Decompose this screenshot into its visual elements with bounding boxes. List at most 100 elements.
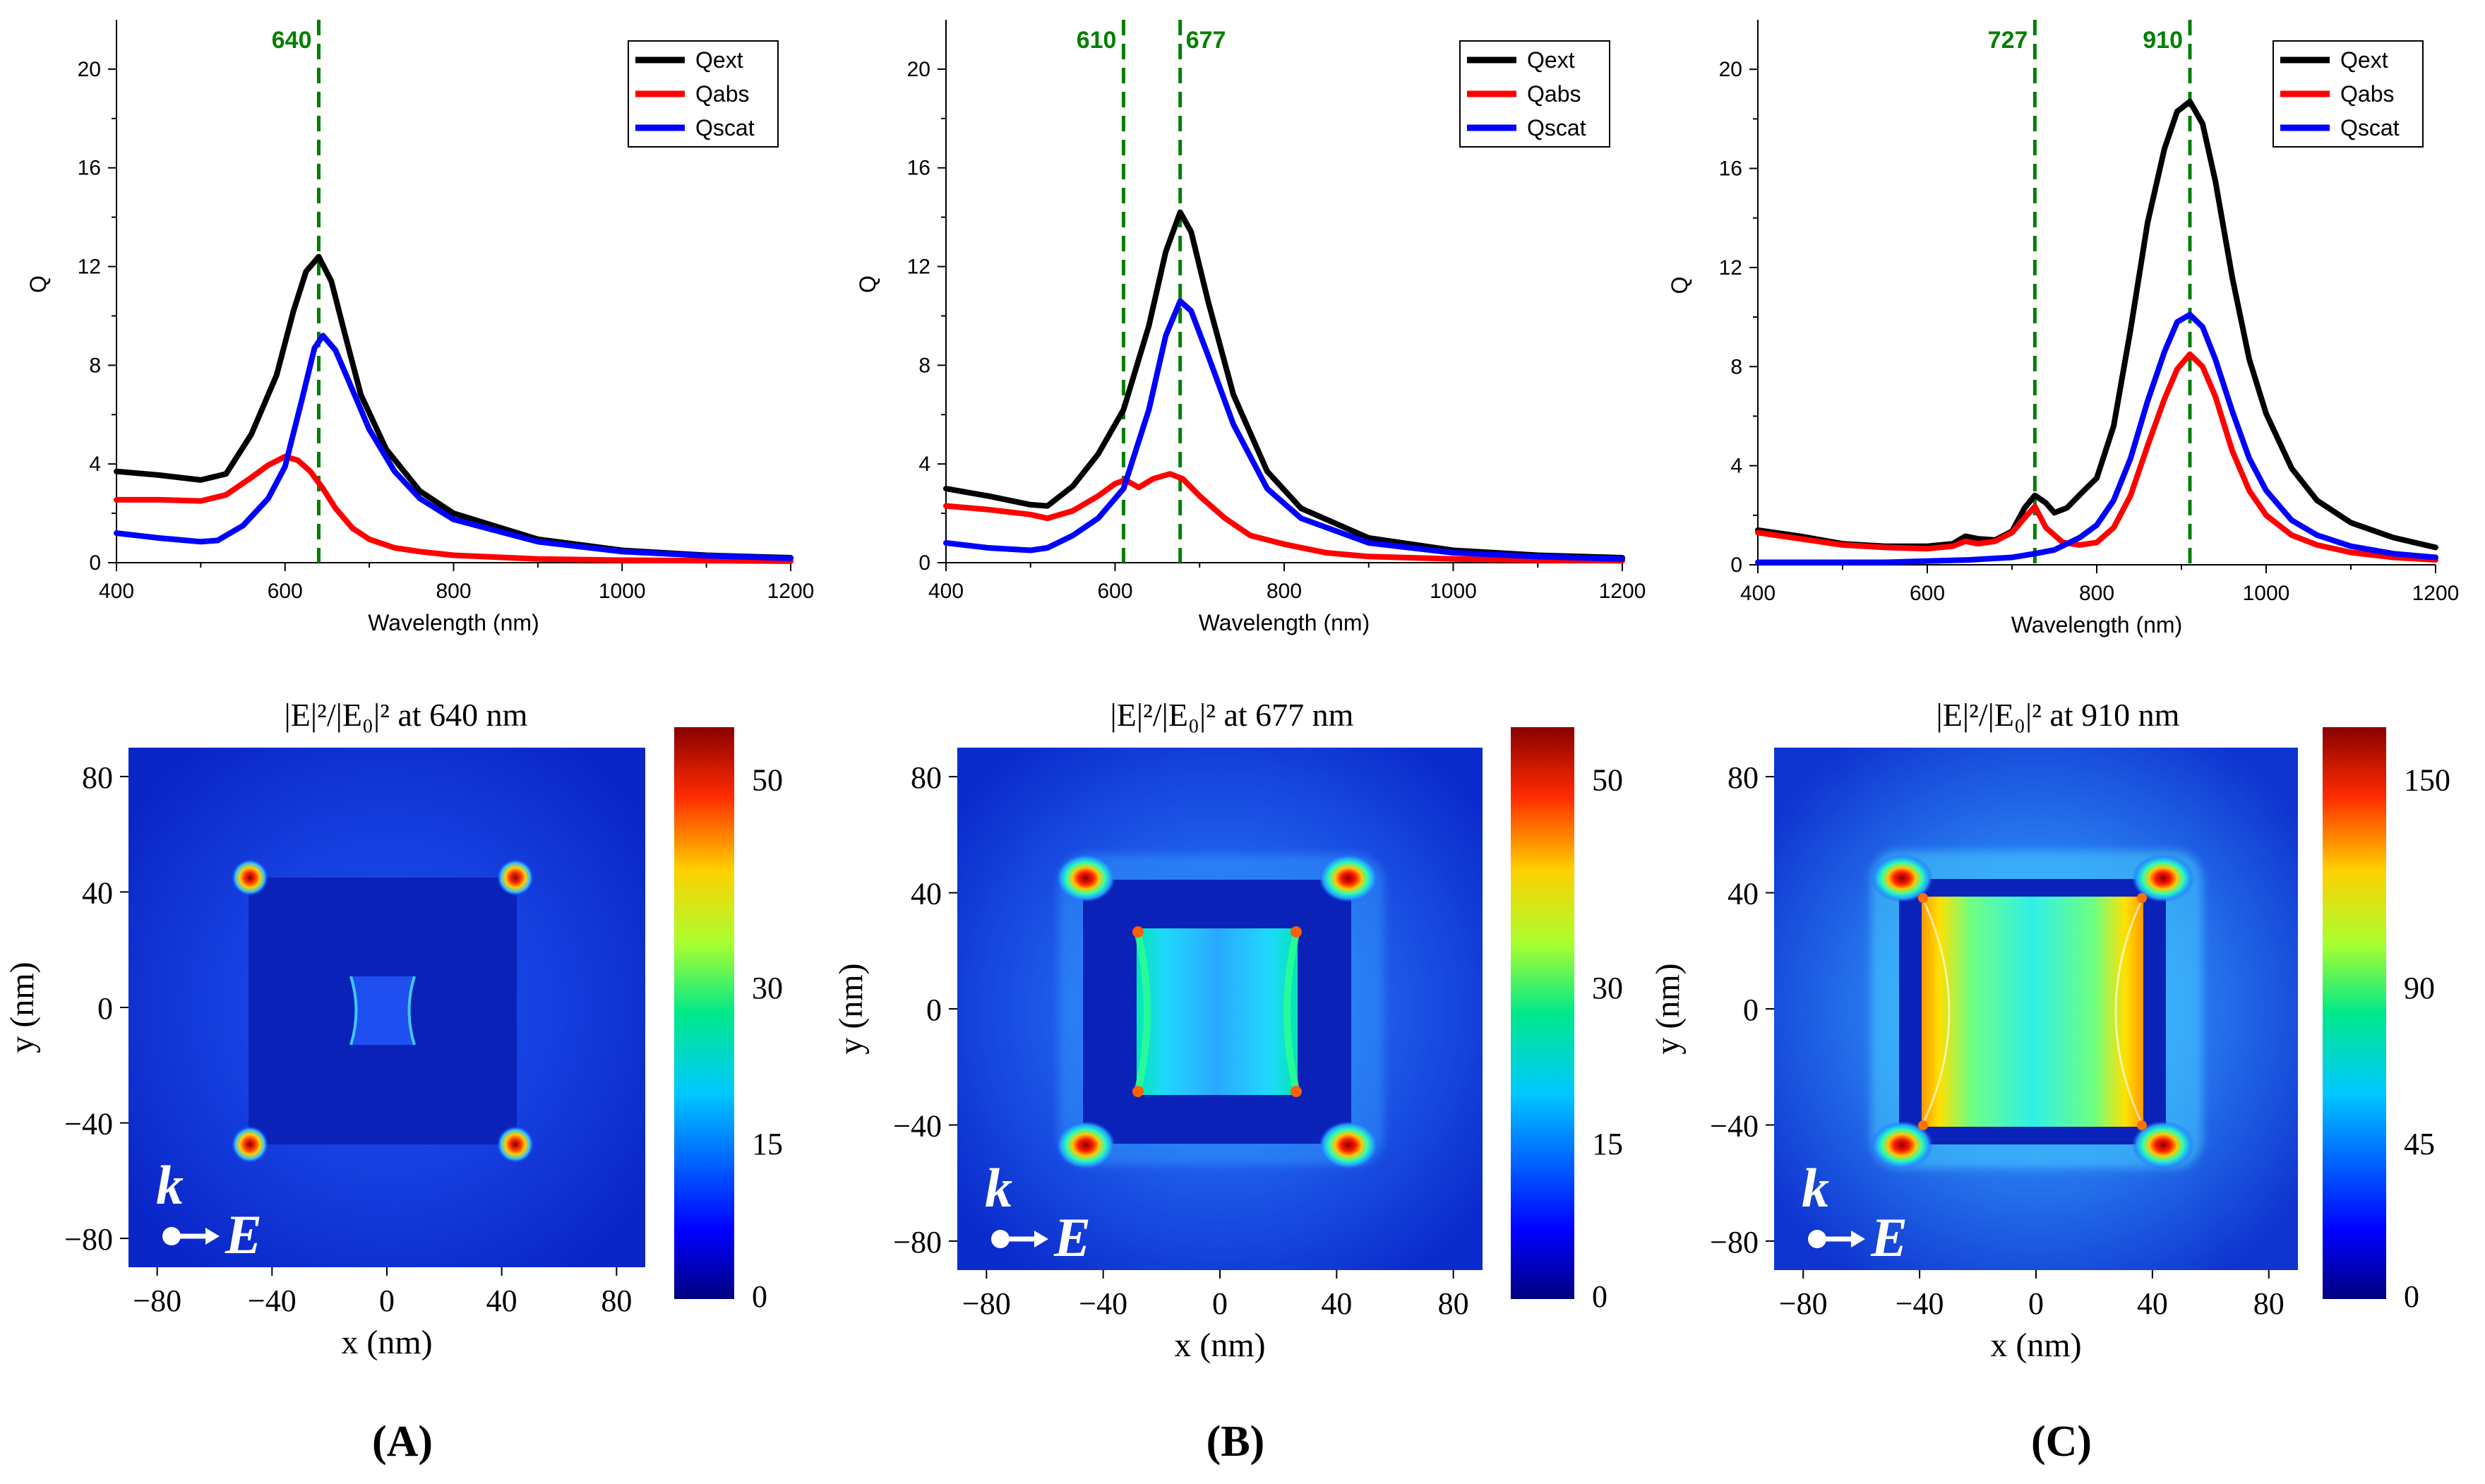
x-tick-label: 400 — [1740, 582, 1776, 605]
e-arrow-icon — [1034, 1231, 1048, 1247]
y-tick-label: 8 — [918, 354, 930, 377]
resonance-marker-label: 610 — [1077, 27, 1117, 54]
x-tick-label: 600 — [1097, 580, 1132, 603]
x-tick-label: −80 — [1779, 1286, 1828, 1321]
map-axes: |E|²/|E₀|² at 640 nm −80 −40 0 40 80 80 40 0 −40 −… — [4, 697, 2450, 1364]
colorbar — [2323, 727, 2386, 1299]
resonance-marker-label: 727 — [1988, 27, 2028, 54]
y-tick-label: 80 — [911, 760, 942, 795]
panel-label-a: (A) — [372, 1418, 433, 1466]
map-title-prefix: |E|²/|E₀|² at — [1936, 697, 2082, 733]
colorbar-tick-label: 50 — [1592, 763, 1623, 798]
x-tick-label: 1200 — [767, 580, 815, 603]
legend-label: Qext — [695, 47, 743, 73]
x-tick-label: 1200 — [1599, 580, 1646, 603]
y-tick-label: 4 — [89, 453, 101, 476]
series-qabs — [943, 471, 1625, 564]
series-qscat — [114, 333, 794, 561]
x-tick-label: −40 — [1896, 1286, 1944, 1321]
y-tick-label: 40 — [1727, 877, 1759, 911]
x-tick-label: 80 — [2253, 1286, 2285, 1321]
x-axis-label: x (nm) — [341, 1324, 432, 1361]
hotspot — [1319, 854, 1378, 902]
corner-spot — [2137, 893, 2147, 903]
x-tick-label: 40 — [486, 1283, 517, 1318]
colorbar — [674, 727, 734, 1299]
e-arrow-icon — [1851, 1231, 1865, 1247]
colorbar-tick-label: 0 — [752, 1279, 767, 1314]
corner-spot — [1918, 893, 1928, 903]
x-tick-label: 400 — [99, 580, 134, 603]
x-axis-label: Wavelength (nm) — [2011, 612, 2182, 638]
y-tick-label: 80 — [1727, 760, 1759, 795]
spectrum-chart-b: 400 600 800 1000 1200 0 4 8 12 16 20 Wavelength (nm… — [855, 20, 1646, 635]
gap-arc — [2114, 896, 2145, 1127]
field-map-axes-b: |E|²/|E₀|² at 677 nm −80 −40 0 40 80 80 40 0 −40 −… — [832, 697, 1623, 1364]
legend: Qext Qabs Qscat — [1459, 40, 1610, 148]
y-tick-label: −80 — [893, 1225, 942, 1259]
x-tick-label: 600 — [1910, 582, 1945, 605]
y-axis-label: Q — [1667, 277, 1692, 294]
x-tick-label: 600 — [268, 580, 303, 603]
series-qext — [1755, 98, 2438, 551]
corner-spot — [1291, 1086, 1302, 1097]
x-tick-label: 1200 — [2412, 582, 2460, 605]
gap-edge — [407, 976, 416, 1046]
y-tick-label: 16 — [907, 157, 930, 180]
legend-label: Qabs — [2340, 81, 2394, 107]
y-tick-label: 12 — [907, 256, 930, 279]
x-tick-label: 1000 — [1430, 580, 1477, 603]
series-qext — [943, 209, 1625, 561]
y-tick-label: 8 — [1730, 355, 1742, 378]
y-tick-label: 40 — [82, 875, 113, 910]
y-tick-label: 8 — [89, 354, 101, 377]
x-tick-label: −40 — [1079, 1286, 1127, 1321]
hotspot — [1319, 1121, 1378, 1169]
map-title-wavelength: 677 nm — [1255, 697, 1354, 733]
y-axis-label: Q — [855, 275, 880, 293]
map-title: |E|²/|E₀|² at 640 nm — [285, 697, 528, 733]
inner-gap — [1137, 928, 1298, 1095]
colorbar-tick-label: 30 — [1592, 971, 1623, 1005]
series-qscat — [1755, 311, 2438, 566]
x-tick-label: 40 — [2137, 1286, 2168, 1321]
colorbar-tick-label: 0 — [1592, 1279, 1607, 1314]
field-map-c — [1774, 748, 2298, 1270]
corner-spot — [1291, 926, 1302, 938]
y-tick-label: −80 — [1710, 1225, 1759, 1259]
y-tick-label: 40 — [911, 877, 942, 911]
series-qext — [114, 253, 794, 561]
x-tick-label: 0 — [2028, 1286, 2044, 1321]
corner-spot — [1132, 1086, 1144, 1097]
y-tick-label: 20 — [907, 58, 930, 81]
field-map-b — [957, 748, 1483, 1270]
hotspot — [497, 859, 534, 896]
resonance-marker-label: 677 — [1186, 27, 1226, 54]
x-tick-label: 400 — [928, 580, 964, 603]
gap-edge — [1283, 927, 1301, 1096]
y-tick-label: 0 — [1743, 993, 1759, 1027]
legend: Qext Qabs Qscat — [628, 40, 779, 148]
y-tick-label: 0 — [89, 551, 101, 575]
hotspot — [1871, 1121, 1933, 1169]
map-title-wavelength: 640 nm — [429, 697, 528, 733]
x-tick-label: 0 — [1212, 1286, 1228, 1321]
colorbar — [1511, 727, 1574, 1299]
corner-spot — [2137, 1120, 2147, 1130]
colorbar-tick-label: 90 — [2404, 971, 2435, 1005]
panel-labels: (A) (B) (C) — [372, 1418, 2092, 1466]
colorbar-tick-label: 50 — [752, 763, 783, 798]
map-title: |E|²/|E₀|² at 910 nm — [1936, 697, 2180, 733]
y-tick-label: 0 — [1730, 553, 1742, 577]
gap-edge — [349, 976, 358, 1046]
x-tick-label: 80 — [601, 1283, 632, 1318]
x-tick-label: −40 — [248, 1283, 297, 1318]
colorbar-tick-label: 30 — [752, 971, 783, 1005]
y-axis-label: y (nm) — [4, 962, 41, 1053]
y-tick-label: −40 — [1710, 1108, 1759, 1143]
legend-label: Qscat — [1527, 115, 1586, 140]
field-map-a — [128, 748, 645, 1267]
y-tick-label: 20 — [1719, 58, 1742, 81]
x-tick-label: −80 — [962, 1286, 1011, 1321]
